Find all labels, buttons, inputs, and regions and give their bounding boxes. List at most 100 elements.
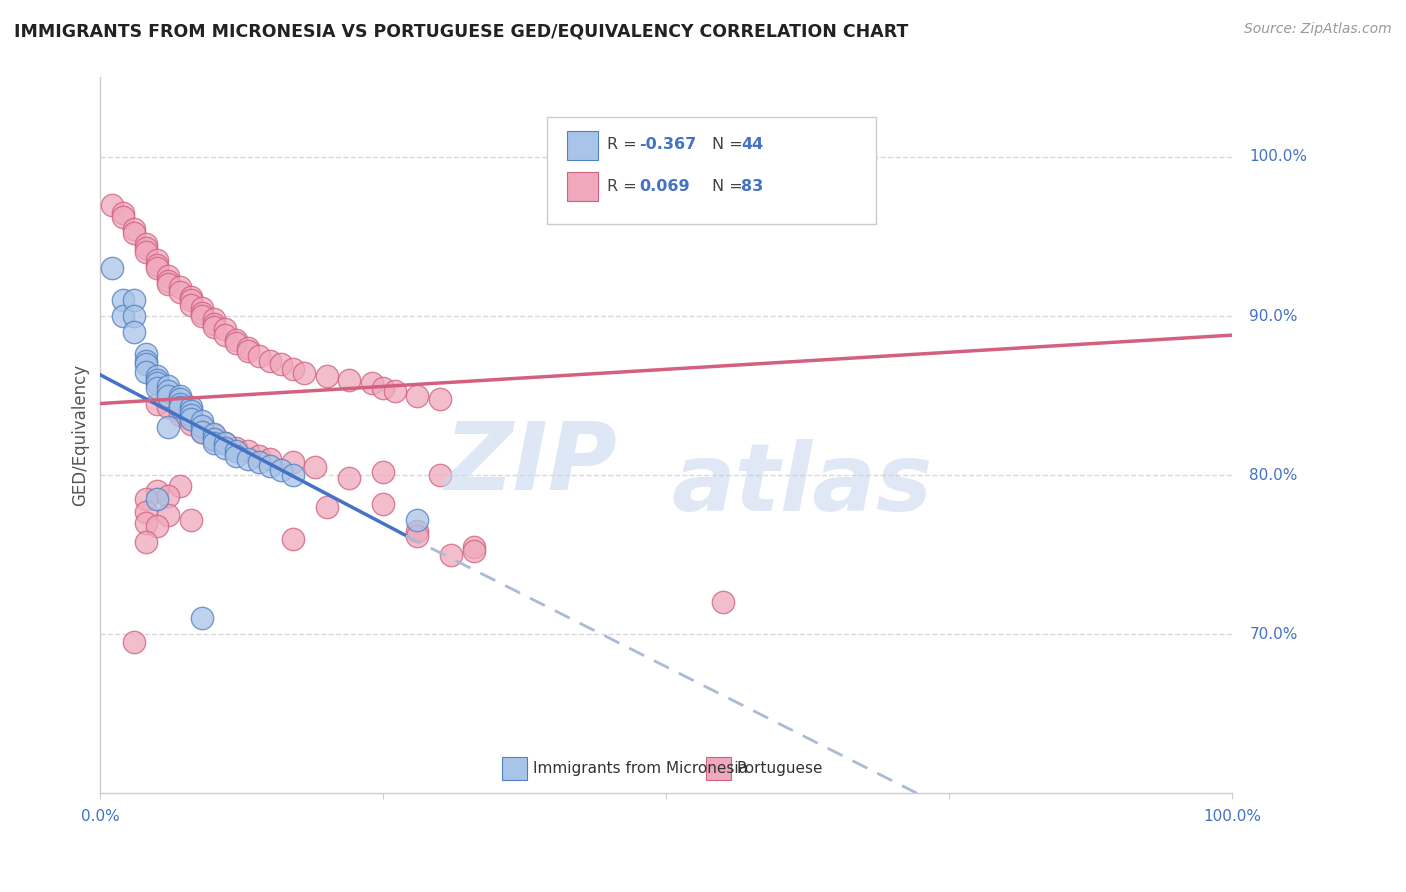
Point: [111, 293, 134, 307]
FancyBboxPatch shape: [567, 131, 599, 160]
Point: [236, 444, 259, 458]
Text: 80.0%: 80.0%: [1250, 467, 1298, 483]
Point: [247, 349, 270, 363]
Text: 0.069: 0.069: [640, 178, 690, 194]
Point: [146, 376, 169, 390]
FancyBboxPatch shape: [567, 172, 599, 201]
Point: [157, 489, 180, 503]
Point: [146, 369, 169, 384]
Point: [191, 425, 214, 439]
Point: [135, 516, 157, 530]
FancyBboxPatch shape: [502, 757, 527, 780]
Point: [373, 381, 395, 395]
Point: [191, 414, 214, 428]
Point: [135, 491, 157, 506]
Point: [247, 449, 270, 463]
Point: [135, 245, 157, 260]
Point: [259, 452, 281, 467]
Text: atlas: atlas: [672, 440, 932, 532]
Point: [180, 293, 202, 307]
Point: [214, 322, 236, 336]
Point: [169, 408, 191, 422]
Text: IMMIGRANTS FROM MICRONESIA VS PORTUGUESE GED/EQUIVALENCY CORRELATION CHART: IMMIGRANTS FROM MICRONESIA VS PORTUGUESE…: [14, 22, 908, 40]
Point: [202, 432, 225, 446]
Point: [146, 519, 169, 533]
Point: [191, 425, 214, 439]
Point: [180, 298, 202, 312]
Point: [169, 392, 191, 406]
Point: [157, 277, 180, 292]
Point: [384, 384, 406, 398]
Point: [429, 468, 451, 483]
Point: [180, 408, 202, 422]
Point: [180, 400, 202, 414]
Point: [146, 373, 169, 387]
Point: [157, 508, 180, 522]
Point: [315, 500, 337, 514]
FancyBboxPatch shape: [547, 117, 876, 224]
Point: [135, 353, 157, 368]
Point: [124, 221, 146, 235]
Point: [406, 513, 429, 527]
Point: [373, 497, 395, 511]
Point: [157, 388, 180, 402]
Point: [214, 441, 236, 455]
Point: [157, 379, 180, 393]
Text: Portuguese: Portuguese: [737, 762, 823, 776]
Y-axis label: GED/Equivalency: GED/Equivalency: [72, 364, 89, 507]
Point: [214, 436, 236, 450]
Point: [135, 241, 157, 255]
Point: [180, 404, 202, 418]
Point: [157, 269, 180, 284]
Point: [157, 420, 180, 434]
Point: [124, 635, 146, 649]
Text: Immigrants from Micronesia: Immigrants from Micronesia: [533, 762, 748, 776]
Point: [124, 325, 146, 339]
Text: N =: N =: [711, 137, 748, 153]
Point: [135, 535, 157, 549]
Point: [259, 353, 281, 368]
Point: [463, 540, 485, 554]
Point: [146, 253, 169, 268]
Point: [225, 333, 247, 347]
Text: 44: 44: [741, 137, 763, 153]
Point: [169, 400, 191, 414]
Point: [169, 285, 191, 300]
Point: [111, 205, 134, 219]
Point: [292, 366, 315, 380]
Point: [281, 455, 304, 469]
Point: [124, 227, 146, 241]
Point: [281, 361, 304, 376]
Point: [180, 417, 202, 432]
Point: [202, 436, 225, 450]
Point: [191, 306, 214, 320]
Point: [225, 336, 247, 351]
Point: [202, 428, 225, 442]
Point: [180, 412, 202, 426]
Point: [180, 412, 202, 426]
Point: [124, 293, 146, 307]
Point: [169, 388, 191, 402]
Point: [135, 347, 157, 361]
Text: ZIP: ZIP: [444, 418, 617, 510]
Point: [440, 548, 463, 562]
Point: [236, 344, 259, 359]
Point: [406, 528, 429, 542]
Text: 70.0%: 70.0%: [1250, 627, 1298, 641]
Point: [214, 328, 236, 343]
Point: [259, 458, 281, 473]
Point: [337, 373, 360, 387]
Text: 0.0%: 0.0%: [82, 809, 120, 824]
Point: [146, 258, 169, 272]
Text: 100.0%: 100.0%: [1250, 150, 1308, 164]
Point: [281, 532, 304, 546]
Point: [135, 357, 157, 371]
Point: [270, 463, 292, 477]
Text: 90.0%: 90.0%: [1250, 309, 1298, 324]
Text: Source: ZipAtlas.com: Source: ZipAtlas.com: [1244, 22, 1392, 37]
Point: [202, 320, 225, 334]
Point: [373, 465, 395, 479]
Point: [202, 312, 225, 326]
Point: [281, 468, 304, 483]
Point: [169, 280, 191, 294]
